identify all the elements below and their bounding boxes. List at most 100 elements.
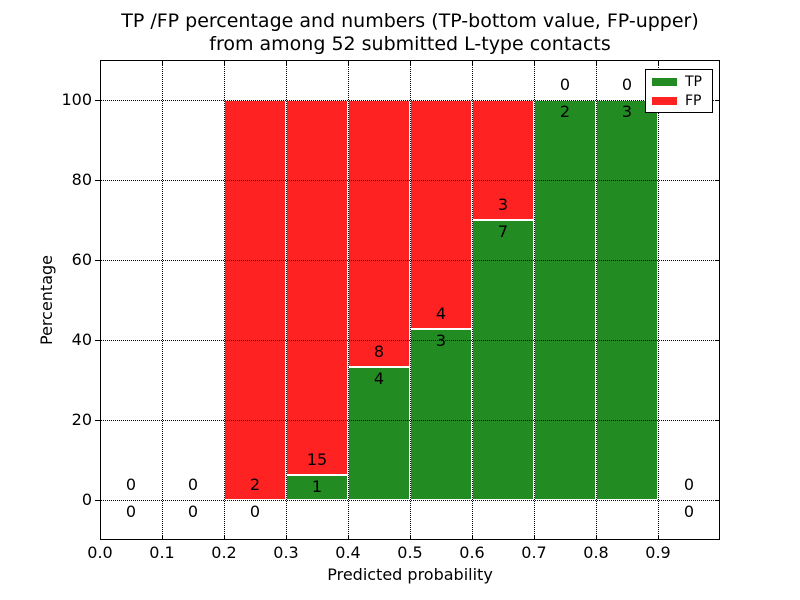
grid-line-vertical bbox=[472, 60, 473, 540]
x-tick-mark bbox=[472, 535, 473, 540]
grid-line-horizontal bbox=[100, 500, 720, 501]
y-tick-mark bbox=[95, 340, 100, 341]
annotation-tp-count: 0 bbox=[683, 502, 695, 521]
grid-line-vertical bbox=[162, 60, 163, 540]
x-tick-label: 0.2 bbox=[211, 543, 237, 562]
bar-segment-fp bbox=[410, 100, 472, 329]
legend-label-fp: FP bbox=[685, 92, 702, 109]
annotation-tp-count: 0 bbox=[187, 502, 199, 521]
grid-line-vertical bbox=[658, 60, 659, 540]
x-tick-mark bbox=[224, 535, 225, 540]
bar-segment-fp bbox=[348, 100, 410, 367]
x-tick-mark bbox=[410, 535, 411, 540]
x-tick-label: 0.5 bbox=[397, 543, 423, 562]
y-tick-label: 0 bbox=[81, 490, 92, 509]
bar-segment-tp bbox=[286, 475, 348, 500]
x-tick-label: 0.6 bbox=[459, 543, 485, 562]
x-tick-label: 0.9 bbox=[645, 543, 671, 562]
x-tick-mark-top bbox=[224, 60, 225, 65]
legend-entry-tp: TP bbox=[652, 75, 706, 89]
chart-title: TP /FP percentage and numbers (TP-bottom… bbox=[100, 10, 720, 56]
annotation-fp-count: 0 bbox=[683, 475, 695, 494]
x-tick-label: 0.0 bbox=[87, 543, 113, 562]
x-tick-label: 0.7 bbox=[521, 543, 547, 562]
x-tick-mark-top bbox=[658, 60, 659, 65]
x-tick-mark-top bbox=[100, 60, 101, 65]
x-tick-mark-top bbox=[162, 60, 163, 65]
grid-line-horizontal bbox=[100, 100, 720, 101]
bar-segment-fp bbox=[286, 100, 348, 475]
grid-line-vertical bbox=[534, 60, 535, 540]
annotation-fp-count: 0 bbox=[125, 475, 137, 494]
fp-swatch-icon bbox=[652, 96, 677, 105]
y-tick-mark bbox=[95, 100, 100, 101]
grid-line-vertical bbox=[348, 60, 349, 540]
x-tick-mark-top bbox=[534, 60, 535, 65]
annotation-tp-count: 4 bbox=[373, 368, 385, 388]
bar-segment-tp bbox=[596, 100, 658, 500]
chart-title-line1: TP /FP percentage and numbers (TP-bottom… bbox=[121, 10, 699, 32]
x-tick-mark-top bbox=[472, 60, 473, 65]
y-tick-mark bbox=[95, 500, 100, 501]
annotation-fp-count: 8 bbox=[373, 341, 385, 361]
grid-line-horizontal bbox=[100, 340, 720, 341]
grid-line-horizontal bbox=[100, 180, 720, 181]
x-tick-mark bbox=[348, 535, 349, 540]
bar-segment-tp bbox=[534, 100, 596, 500]
annotation-tp-count: 3 bbox=[435, 330, 447, 350]
y-tick-mark bbox=[95, 420, 100, 421]
annotation-fp-count: 4 bbox=[435, 303, 447, 323]
y-tick-mark-right bbox=[715, 340, 720, 341]
x-tick-label: 0.8 bbox=[583, 543, 609, 562]
y-axis-label: Percentage bbox=[37, 255, 56, 346]
grid-line-vertical bbox=[286, 60, 287, 540]
grid-line-vertical bbox=[100, 60, 101, 540]
x-tick-mark bbox=[596, 535, 597, 540]
annotation-fp-count: 0 bbox=[559, 75, 571, 94]
legend: TP FP bbox=[645, 69, 713, 113]
annotation-tp-count: 1 bbox=[311, 477, 323, 496]
annotation-fp-count: 3 bbox=[497, 195, 509, 214]
x-tick-mark bbox=[162, 535, 163, 540]
annotation-fp-count: 0 bbox=[621, 75, 633, 94]
chart-title-line2: from among 52 submitted L-type contacts bbox=[209, 33, 611, 55]
y-tick-label: 20 bbox=[71, 410, 92, 429]
y-tick-label: 80 bbox=[71, 170, 92, 189]
x-tick-mark bbox=[658, 535, 659, 540]
annotation-fp-count: 15 bbox=[306, 450, 328, 469]
bar-segment-tp bbox=[348, 366, 410, 500]
x-tick-mark-top bbox=[410, 60, 411, 65]
legend-label-tp: TP bbox=[685, 73, 702, 90]
grid-line-horizontal bbox=[100, 260, 720, 261]
x-tick-mark-top bbox=[286, 60, 287, 65]
grid-line-vertical bbox=[224, 60, 225, 540]
x-tick-label: 0.4 bbox=[335, 543, 361, 562]
bar-segment-tp bbox=[472, 220, 534, 500]
y-tick-label: 40 bbox=[71, 330, 92, 349]
y-tick-mark bbox=[95, 180, 100, 181]
x-tick-mark-top bbox=[596, 60, 597, 65]
y-tick-mark-right bbox=[715, 100, 720, 101]
annotation-fp-count: 0 bbox=[187, 475, 199, 494]
bar-segment-tp bbox=[410, 328, 472, 500]
x-tick-mark bbox=[100, 535, 101, 540]
x-axis-label: Predicted probability bbox=[327, 565, 493, 584]
annotation-tp-count: 0 bbox=[125, 502, 137, 521]
annotation-fp-count: 2 bbox=[249, 475, 261, 494]
y-tick-mark-right bbox=[715, 260, 720, 261]
y-tick-label: 100 bbox=[61, 90, 92, 109]
y-tick-mark-right bbox=[715, 500, 720, 501]
x-tick-label: 0.1 bbox=[149, 543, 175, 562]
grid-line-horizontal bbox=[100, 420, 720, 421]
x-tick-mark-top bbox=[348, 60, 349, 65]
x-tick-mark bbox=[534, 535, 535, 540]
grid-line-vertical bbox=[410, 60, 411, 540]
bar-segment-fp bbox=[224, 100, 286, 500]
grid-line-vertical bbox=[596, 60, 597, 540]
legend-entry-fp: FP bbox=[652, 94, 706, 108]
x-tick-mark bbox=[286, 535, 287, 540]
y-tick-mark-right bbox=[715, 180, 720, 181]
y-tick-label: 60 bbox=[71, 250, 92, 269]
annotation-tp-count: 2 bbox=[559, 102, 571, 121]
